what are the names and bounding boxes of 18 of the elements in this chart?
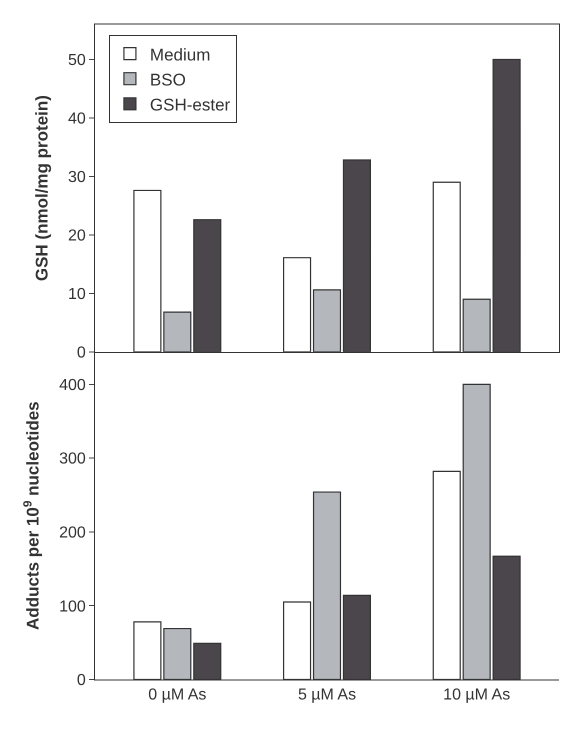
y-tick-label: 30 xyxy=(68,169,86,186)
y-axis-title: GSH (nmol/mg protein) xyxy=(32,95,52,282)
legend-label: GSH-ester xyxy=(150,95,231,114)
y-tick-label: 10 xyxy=(68,286,86,303)
legend-label: BSO xyxy=(150,70,186,90)
y-tick-label: 0 xyxy=(76,344,86,362)
y-tick-label: 20 xyxy=(68,228,86,244)
y-tick-label: 100 xyxy=(59,598,86,616)
x-tick-label: 0 µM As xyxy=(148,686,206,704)
y-tick-label: 40 xyxy=(68,110,86,128)
y-tick-label: 200 xyxy=(59,524,86,542)
y-tick-label: 0 xyxy=(76,672,86,690)
legend-label: Medium xyxy=(150,45,210,64)
x-tick-label: 5 µM As xyxy=(298,686,356,704)
y-tick-label: 300 xyxy=(59,450,86,468)
y-tick-label: 50 xyxy=(68,52,86,70)
y-tick-label: 400 xyxy=(59,376,86,394)
x-tick-label: 10 µM As xyxy=(443,686,510,704)
